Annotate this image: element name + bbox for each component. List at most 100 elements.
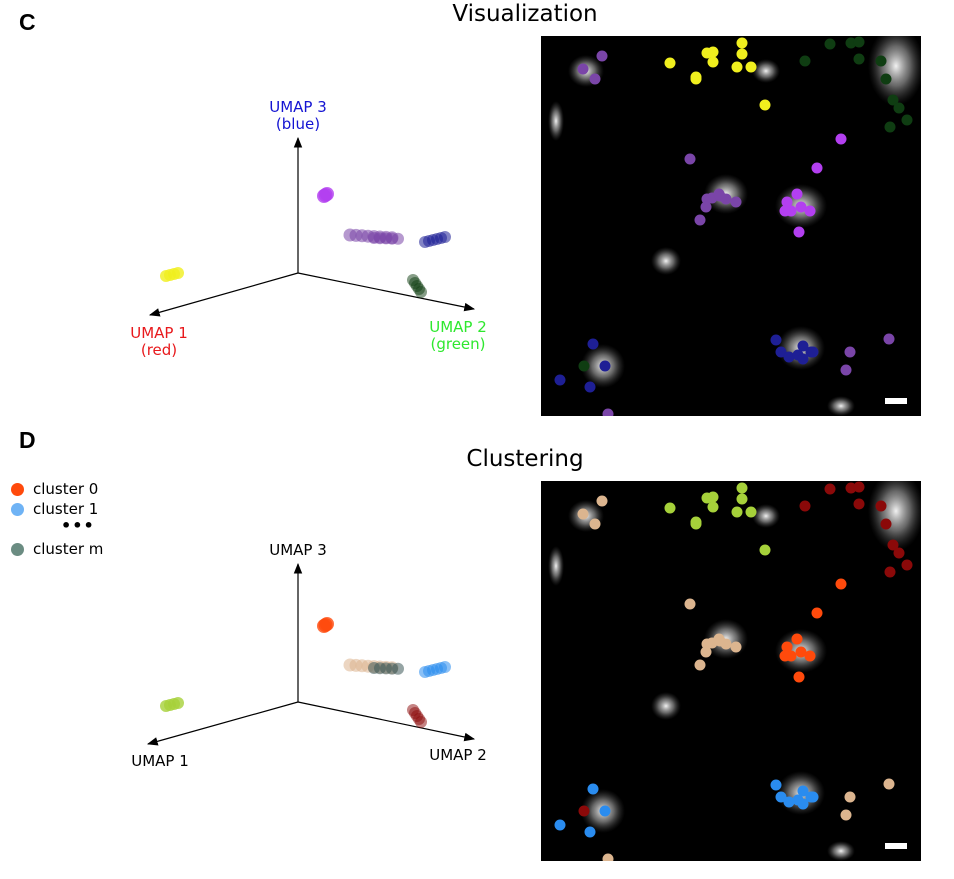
cell-nucleus	[651, 247, 681, 275]
cell-nucleus	[752, 504, 780, 528]
overlay-point-pd	[577, 508, 589, 520]
legend-label-cluster-1: cluster 1	[33, 500, 99, 518]
umap-point-cluster-a	[172, 697, 184, 709]
overlay-point-n	[797, 353, 809, 365]
overlay-point-pd	[730, 641, 742, 653]
overlay-point-g	[799, 500, 811, 512]
overlay-point-a	[707, 501, 719, 513]
overlay-point-pd	[596, 50, 608, 62]
legend-swatch-cluster-1	[11, 502, 24, 516]
overlay-point-a	[707, 56, 719, 68]
overlay-point-pd	[684, 153, 696, 165]
overlay-point-n	[587, 338, 599, 350]
panel-d-title: Clustering	[466, 446, 584, 472]
overlay-point-n	[599, 360, 611, 372]
umap2-axis	[297, 272, 476, 312]
overlay-point-pd	[589, 518, 601, 530]
overlay-point-pd	[596, 495, 608, 507]
overlay-point-g	[824, 483, 836, 495]
overlay-point-a	[690, 71, 702, 83]
overlay-point-n	[599, 805, 611, 817]
legend-swatch-cluster-0	[11, 482, 24, 496]
overlay-point-pl	[791, 188, 803, 200]
cell-nucleus	[827, 396, 855, 416]
overlay-point-g	[824, 38, 836, 50]
cell-nucleus	[827, 841, 855, 861]
panel-letter-d: D	[19, 427, 36, 453]
overlay-point-pd	[694, 214, 706, 226]
overlay-point-g	[884, 121, 896, 133]
overlay-point-pd	[730, 196, 742, 208]
overlay-point-g	[887, 539, 899, 551]
cluster-legend: cluster 0 cluster 1 ••• cluster m	[11, 479, 103, 559]
cell-nucleus	[651, 692, 681, 720]
overlay-point-pd	[713, 188, 725, 200]
umap-3d-axes-clustering	[146, 562, 476, 746]
panel-c-title: Visualization	[452, 1, 598, 27]
overlay-point-pd	[883, 333, 895, 345]
umap-point-cluster-b	[320, 617, 334, 631]
overlay-point-pl	[811, 607, 823, 619]
overlay-point-g2	[578, 805, 590, 817]
overlay-point-pl	[779, 205, 791, 217]
legend-swatch-cluster-m	[11, 542, 24, 556]
umap2-sub: (green)	[430, 335, 486, 353]
overlay-point-n	[554, 374, 566, 386]
umap1-axis-d	[146, 701, 299, 746]
overlay-point-g	[901, 559, 913, 571]
overlay-point-n	[775, 791, 787, 803]
umap1-name: UMAP 1	[130, 324, 188, 342]
overlay-point-g	[893, 102, 905, 114]
overlay-point-a	[736, 48, 748, 60]
umap3-label-d: UMAP 3	[269, 541, 327, 559]
overlay-point-pd	[684, 598, 696, 610]
umap-3d-axes-visualization	[148, 136, 476, 317]
overlay-point-a	[664, 502, 676, 514]
umap2-axis-d	[297, 701, 476, 742]
overlay-point-pd	[694, 659, 706, 671]
overlay-point-pl	[793, 226, 805, 238]
overlay-point-n	[775, 346, 787, 358]
overlay-point-g	[887, 94, 899, 106]
overlay-point-g	[875, 55, 887, 67]
umap-point-cluster-f	[415, 286, 427, 298]
legend-label-cluster-0: cluster 0	[33, 480, 99, 498]
overlay-point-g	[901, 114, 913, 126]
overlay-point-a	[707, 491, 719, 503]
overlay-point-pl	[781, 196, 793, 208]
umap2-label-d: UMAP 2	[429, 746, 487, 764]
overlay-point-n	[584, 826, 596, 838]
microscopy-overlay-c	[548, 36, 921, 416]
overlay-point-g	[875, 500, 887, 512]
overlay-point-a	[759, 99, 771, 111]
overlay-point-pd	[589, 73, 601, 85]
overlay-point-n	[783, 796, 795, 808]
overlay-point-pd	[844, 791, 856, 803]
cell-nucleus	[868, 481, 921, 551]
overlay-point-n	[797, 785, 809, 797]
overlay-point-a	[759, 544, 771, 556]
overlay-point-pd	[700, 646, 712, 658]
umap-point-cluster-d	[392, 662, 404, 675]
overlay-point-n	[584, 381, 596, 393]
overlay-point-g	[853, 498, 865, 510]
umap2-label-c: UMAP 2 (green)	[429, 319, 487, 353]
overlay-point-g	[853, 53, 865, 65]
legend-item-cluster-1: cluster 1	[11, 499, 103, 519]
overlay-point-g	[880, 73, 892, 85]
overlay-point-pl	[779, 650, 791, 662]
overlay-point-pd	[602, 408, 614, 416]
overlay-point-g	[893, 547, 905, 559]
legend-item-cluster-0: cluster 0	[11, 479, 103, 499]
cell-nucleus	[868, 36, 921, 106]
overlay-point-g	[845, 482, 857, 494]
cell-nucleus	[752, 59, 780, 83]
overlay-point-pd	[840, 364, 852, 376]
cell-nucleus	[548, 101, 564, 141]
overlay-point-a	[736, 37, 748, 49]
overlay-point-pd	[602, 853, 614, 861]
overlay-point-n	[797, 340, 809, 352]
overlay-point-g	[884, 566, 896, 578]
overlay-point-n	[807, 791, 819, 803]
microscopy-overlay-d	[548, 481, 921, 861]
